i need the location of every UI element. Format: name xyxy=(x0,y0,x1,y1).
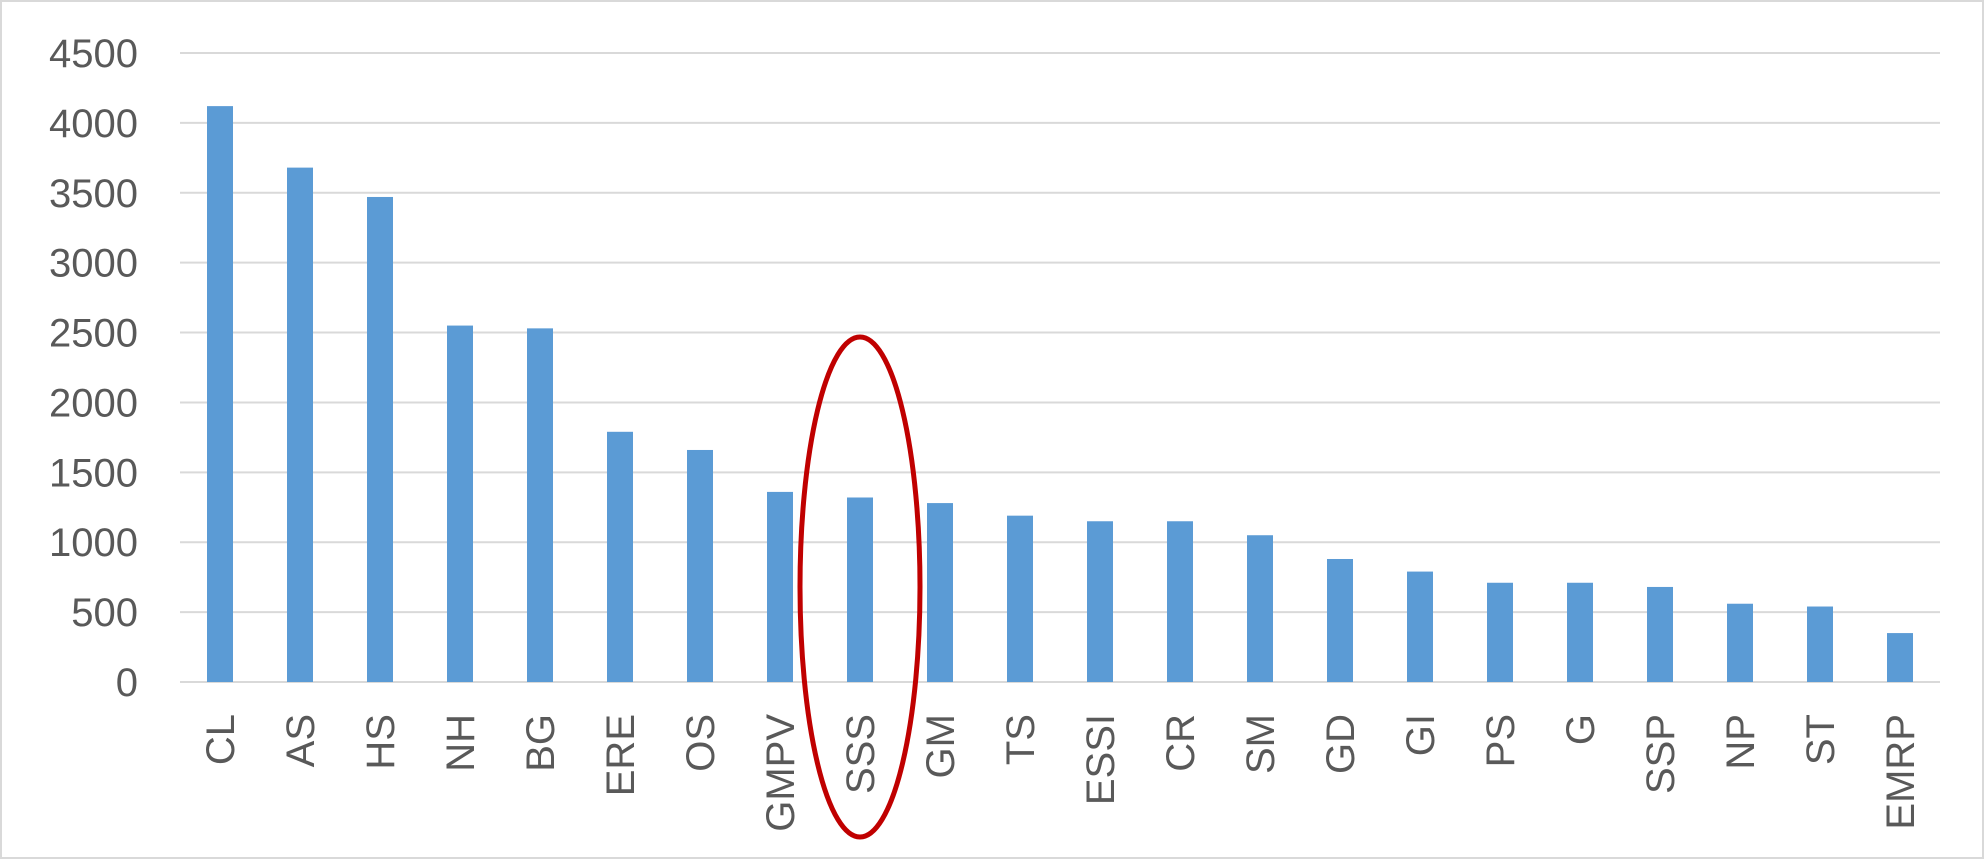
bar-st xyxy=(1807,606,1833,682)
bar-cl xyxy=(207,106,233,683)
bar-gd xyxy=(1327,558,1353,682)
highlight-annotation xyxy=(797,334,923,840)
bar-g xyxy=(1567,582,1593,682)
y-tick-label: 0 xyxy=(116,661,138,705)
x-tick-label: ST xyxy=(1799,714,1843,765)
y-tick-label: 2000 xyxy=(49,381,138,425)
bar-gm xyxy=(927,503,953,682)
bar-gi xyxy=(1407,571,1433,682)
bar-ps xyxy=(1487,582,1513,682)
bar-cr xyxy=(1167,521,1193,682)
x-tick-label: CR xyxy=(1159,714,1203,772)
x-tick-label: GI xyxy=(1399,714,1443,756)
x-tick-label: GD xyxy=(1319,714,1363,774)
gridlines xyxy=(180,52,1940,683)
y-tick-label: 1000 xyxy=(49,521,138,565)
bar-ssp xyxy=(1647,586,1673,682)
y-tick-label: 4500 xyxy=(49,32,138,76)
bar-np xyxy=(1727,603,1753,682)
x-tick-label: OS xyxy=(679,714,723,772)
x-tick-label: SM xyxy=(1239,714,1283,774)
x-tick-label: PS xyxy=(1479,714,1523,767)
x-tick-label: GMPV xyxy=(759,714,803,832)
x-tick-label: NP xyxy=(1719,714,1763,770)
bar-ere xyxy=(607,431,633,682)
y-axis-ticks: 0 500 1000 1500 2000 2500 3000 3500 4000 4500 xyxy=(49,32,138,705)
bar-gmpv xyxy=(767,491,793,682)
y-tick-label: 1500 xyxy=(49,451,138,495)
bar-as xyxy=(287,167,313,682)
x-tick-label: AS xyxy=(279,714,323,767)
y-tick-label: 2500 xyxy=(49,312,138,356)
y-tick-label: 4000 xyxy=(49,102,138,146)
x-tick-label: GM xyxy=(919,714,963,778)
bar-essi xyxy=(1087,521,1113,682)
x-tick-label: SSP xyxy=(1639,714,1683,794)
bar-nh xyxy=(447,325,473,682)
x-tick-label: TS xyxy=(999,714,1043,765)
x-tick-label: CL xyxy=(199,714,243,765)
x-tick-label: NH xyxy=(439,714,483,772)
highlight-ellipse xyxy=(797,334,923,840)
y-tick-label: 3000 xyxy=(49,242,138,286)
x-tick-label: ERE xyxy=(599,714,643,796)
bar-ts xyxy=(1007,515,1033,682)
bar-os xyxy=(687,449,713,682)
y-tick-label: 3500 xyxy=(49,172,138,216)
x-tick-label: HS xyxy=(359,714,403,770)
x-tick-label: ESSI xyxy=(1079,714,1123,805)
x-tick-label: G xyxy=(1559,714,1603,745)
x-tick-label: EMRP xyxy=(1879,714,1923,830)
x-tick-label: SSS xyxy=(839,714,883,794)
y-tick-label: 500 xyxy=(71,591,138,635)
x-tick-label: BG xyxy=(519,714,563,772)
bar-hs xyxy=(367,196,393,682)
bar-emrp xyxy=(1887,633,1913,682)
bar-sss xyxy=(847,497,873,682)
x-axis-ticks: CL AS HS NH BG ERE OS GMPV SSS GM TS ESSI CR SM GD GI PS… xyxy=(199,714,1923,832)
bar-sm xyxy=(1247,535,1273,682)
bars xyxy=(207,106,1913,683)
bar-bg xyxy=(527,328,553,682)
